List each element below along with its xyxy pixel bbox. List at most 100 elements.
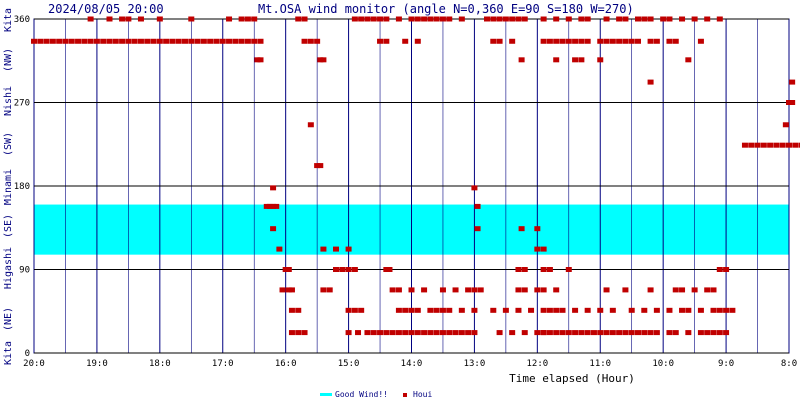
houi-point [301, 38, 308, 44]
houi-point [540, 330, 547, 336]
houi-point [75, 38, 82, 44]
houi-point [163, 38, 170, 44]
houi-point [584, 38, 591, 44]
houi-point [502, 16, 509, 22]
houi-point [578, 16, 585, 22]
houi-point [433, 16, 440, 22]
y-tick-label: 0 [25, 349, 30, 359]
houi-point [427, 307, 434, 313]
legend-label-good-wind: Good Wind!! [335, 390, 388, 399]
direction-label: Nishi [3, 86, 14, 116]
houi-point [471, 185, 478, 191]
y-tick-label: 360 [14, 15, 30, 25]
houi-point [546, 38, 553, 44]
houi-point [402, 38, 409, 44]
houi-point [666, 307, 673, 313]
houi-point [474, 203, 481, 209]
houi-point [314, 163, 321, 169]
houi-point [364, 16, 371, 22]
houi-point [565, 38, 572, 44]
houi-point [389, 287, 396, 293]
houi-point [540, 246, 547, 252]
houi-point [515, 267, 522, 272]
houi-point [521, 330, 528, 336]
houi-point [31, 38, 37, 44]
houi-point [251, 16, 258, 22]
houi-point [641, 330, 648, 336]
x-tick-label: 11:0 [589, 359, 611, 369]
houi-point [603, 330, 610, 336]
houi-point [125, 38, 132, 44]
houi-point [351, 267, 358, 272]
houi-point [471, 330, 478, 336]
houi-point [383, 38, 390, 44]
houi-point [471, 287, 478, 293]
houi-point [773, 142, 780, 148]
x-tick-label: 10:0 [652, 359, 674, 369]
direction-label: (SW) [3, 132, 14, 156]
direction-label: Kita [3, 341, 14, 365]
houi-point [716, 330, 723, 336]
direction-label: Minami [3, 169, 14, 205]
houi-point [553, 307, 560, 313]
houi-point [377, 38, 384, 44]
houi-point [414, 38, 421, 44]
houi-point [496, 38, 503, 44]
houi-point [112, 38, 119, 44]
houi-point [710, 287, 717, 293]
houi-point [320, 246, 327, 252]
houi-point [635, 38, 641, 44]
houi-point [414, 16, 421, 22]
houi-point [270, 226, 277, 232]
houi-point [226, 16, 233, 22]
houi-point [490, 307, 497, 313]
houi-point [439, 16, 446, 22]
houi-point [43, 38, 50, 44]
houi-point [697, 38, 704, 44]
direction-label: Kita [3, 8, 14, 32]
y-tick-label: 90 [19, 266, 30, 276]
houi-point [622, 287, 629, 293]
x-tick-label: 20:0 [23, 359, 45, 369]
houi-point [395, 307, 402, 313]
houi-point [395, 330, 402, 336]
houi-point [534, 287, 541, 293]
houi-point [704, 330, 711, 336]
houi-point [282, 267, 289, 272]
houi-point [314, 38, 321, 44]
houi-point [521, 16, 528, 22]
houi-point [333, 246, 339, 252]
houi-point [238, 38, 245, 44]
houi-point [333, 267, 339, 272]
houi-point [723, 330, 730, 336]
houi-point [723, 307, 730, 313]
houi-point [553, 16, 560, 22]
houi-point [427, 16, 434, 22]
y-tick-label: 270 [14, 99, 30, 109]
houi-point [370, 16, 377, 22]
houi-point [716, 307, 723, 313]
houi-point [56, 38, 63, 44]
houi-point [474, 226, 481, 232]
houi-point [263, 203, 270, 209]
houi-point [565, 16, 572, 22]
houi-point [295, 330, 302, 336]
houi-point [584, 330, 591, 336]
houi-point [150, 38, 157, 44]
houi-point [679, 287, 686, 293]
houi-point [565, 330, 572, 336]
houi-point [515, 287, 522, 293]
houi-point [748, 142, 755, 148]
datetime-label: 2024/08/05 20:00 [48, 2, 164, 16]
houi-point [553, 287, 560, 293]
houi-point [578, 330, 585, 336]
houi-point [257, 38, 264, 44]
houi-point [789, 79, 796, 85]
houi-point [584, 16, 591, 22]
x-tick-label: 13:0 [464, 359, 486, 369]
houi-point [119, 38, 126, 44]
houi-point [345, 330, 352, 336]
houi-point [509, 330, 516, 336]
houi-point [786, 142, 792, 148]
houi-point [565, 267, 572, 272]
